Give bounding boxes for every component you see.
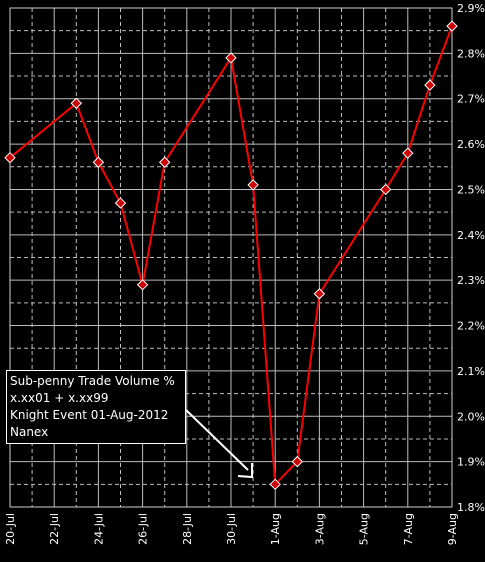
x-tick-label: 22-Jul — [48, 513, 61, 545]
x-tick-label: 28-Jul — [181, 513, 194, 545]
x-tick-label: 5-Aug — [358, 513, 371, 545]
data-point — [92, 156, 105, 168]
data-point — [4, 151, 16, 164]
x-tick-label: 9-Aug — [446, 513, 459, 545]
data-point — [136, 279, 149, 291]
annotation-line: Sub-penny Trade Volume % — [10, 374, 175, 388]
x-tick-label: 20-Jul — [4, 513, 17, 545]
data-point — [313, 288, 326, 300]
data-point — [291, 455, 304, 468]
y-tick-label: 2.9% — [457, 2, 485, 15]
annotation-line: x.xx01 + x.xx99 — [10, 391, 109, 405]
data-point — [158, 156, 171, 168]
y-tick-label: 2.2% — [457, 320, 485, 333]
y-tick-label: 2.4% — [457, 229, 485, 242]
y-tick-label: 2.8% — [457, 47, 485, 60]
data-point — [446, 20, 458, 32]
annotation-arrowhead — [237, 463, 253, 479]
x-tick-label: 7-Aug — [402, 513, 415, 545]
data-point — [269, 478, 281, 491]
annotation-box: Sub-penny Trade Volume % x.xx01 + x.xx99… — [6, 370, 186, 444]
data-point — [424, 79, 436, 91]
data-point — [114, 197, 127, 209]
x-tick-label: 26-Jul — [137, 513, 150, 545]
data-point — [225, 52, 237, 64]
x-tick-label: 3-Aug — [313, 513, 326, 545]
annotation-line: Knight Event 01-Aug-2012 — [10, 408, 169, 422]
x-tick-label: 30-Jul — [225, 513, 238, 545]
x-tick-label: 1-Aug — [269, 513, 282, 545]
plot-frame — [9, 7, 453, 508]
y-tick-label: 2.7% — [457, 93, 485, 106]
data-point — [379, 183, 392, 196]
data-point — [402, 147, 414, 159]
data-point — [70, 97, 83, 109]
y-tick-label: 2.6% — [457, 138, 485, 151]
annotation-arrow — [185, 409, 249, 471]
y-tick-label: 2.5% — [457, 183, 485, 196]
annotation-line: Nanex — [10, 425, 49, 439]
x-tick-label: 24-Jul — [92, 513, 105, 545]
y-tick-label: 2.1% — [457, 365, 485, 378]
y-tick-label: 2.3% — [457, 274, 485, 287]
y-tick-label: 1.9% — [457, 456, 485, 469]
y-tick-label: 1.8% — [457, 501, 485, 514]
y-tick-label: 2.0% — [457, 410, 485, 423]
data-point — [247, 179, 259, 191]
